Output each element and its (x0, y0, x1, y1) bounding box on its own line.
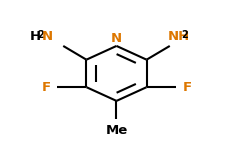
Text: 2: 2 (37, 30, 44, 40)
Text: 2: 2 (181, 30, 188, 40)
Text: F: F (41, 81, 51, 94)
Text: N: N (111, 32, 122, 45)
Text: F: F (182, 81, 192, 94)
Text: H: H (30, 30, 41, 43)
Text: NH: NH (168, 30, 190, 43)
Text: N: N (42, 30, 53, 43)
Text: Me: Me (105, 124, 128, 137)
